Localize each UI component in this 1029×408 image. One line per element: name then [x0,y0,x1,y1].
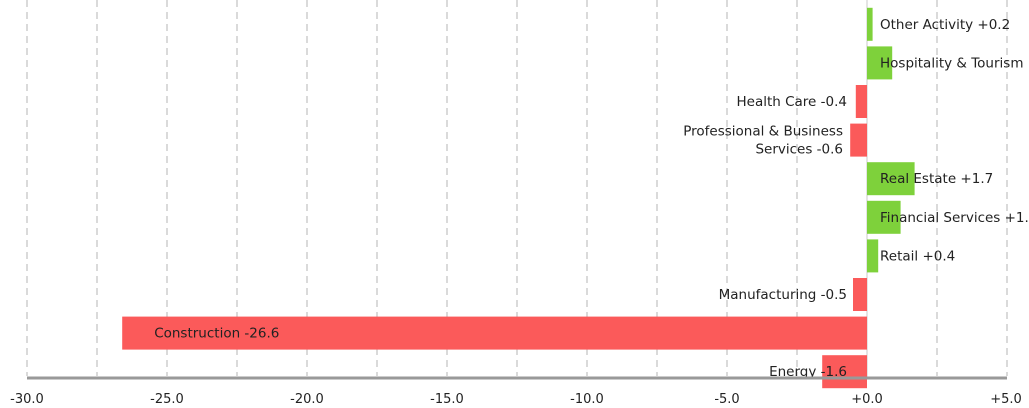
bar-label-line: Construction -26.6 [154,326,279,342]
bar-label: Construction -26.6 [154,326,279,342]
bar-label-line: Professional & Business [683,124,843,140]
bar-label: Financial Services +1.2 [880,210,1029,226]
bar-health-care [855,85,867,118]
bar-labels: Other Activity +0.2 Hospitality & Tourism… [154,17,1029,380]
bar-label-line: Retail +0.4 [880,248,955,264]
x-tick-label: -10.0 [570,392,604,407]
bar-label-line: Other Activity +0.2 [880,17,1010,33]
bar-label-line: Hospitality & Tourism +0.9 [880,55,1029,71]
bar-label: Hospitality & Tourism +0.9 [880,55,1029,71]
bar-hospitality-tourism [867,46,893,80]
x-tick-label: -25.0 [150,392,184,407]
bar-label-line: Manufacturing -0.5 [719,287,847,303]
bar-label: Energy -1.6 [769,364,847,380]
bar-label: Manufacturing -0.5 [719,287,847,303]
bar-energy [822,355,867,389]
bar-label-line: Health Care -0.4 [736,94,847,110]
x-tick-label: +0.0 [851,392,883,407]
bar-professional-business-services [850,123,867,157]
bar-label: Real Estate +1.7 [880,171,993,187]
x-tick-label: -20.0 [290,392,324,407]
bars [122,7,915,389]
bar-label: Retail +0.4 [880,248,955,264]
bar-label-line: Financial Services +1.2 [880,210,1029,226]
bar-label: Other Activity +0.2 [880,17,1010,33]
bar-label-line: Real Estate +1.7 [880,171,993,187]
x-tick-labels: -30.0 -25.0 -20.0 -15.0 -10.0 -5.0 +0.0 +5.0 [10,392,1022,407]
bar-financial-services [867,200,901,234]
bar-label: Health Care -0.4 [736,94,847,110]
x-tick-label: -15.0 [430,392,464,407]
bar-label: Professional & Business Services -0.6 [683,124,843,158]
bar-label-line: Services -0.6 [755,142,843,158]
bar-label-line: Energy -1.6 [769,364,847,380]
bar-real-estate [867,162,915,196]
bar-construction [122,316,867,350]
bar-other-activity [867,7,873,41]
x-tick-label: +5.0 [990,392,1022,407]
bar-retail [867,239,879,273]
x-tick-label: -5.0 [714,392,739,407]
bar-manufacturing [853,278,867,311]
x-tick-label: -30.0 [10,392,44,407]
